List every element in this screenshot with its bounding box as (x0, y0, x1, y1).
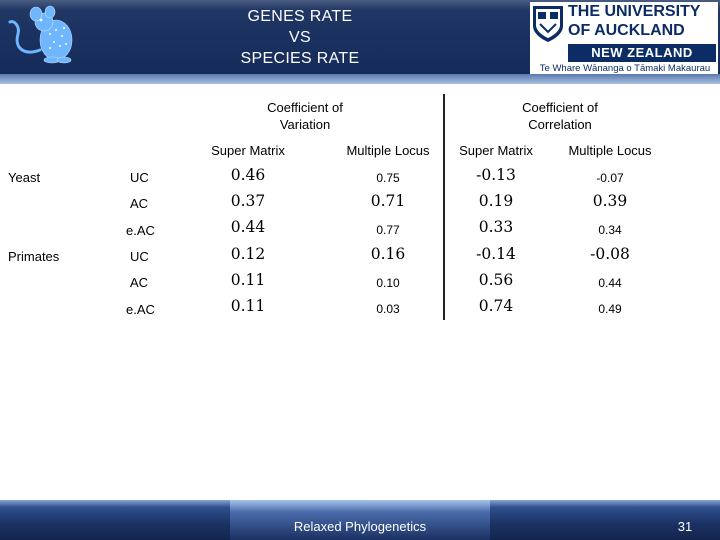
table-cell: 0.49 (598, 302, 622, 316)
table-cell: 0.37 (230, 192, 266, 210)
university-maori-name: Te Whare Wānanga o Tāmaki Makaurau (539, 63, 711, 74)
table-cell: -0.13 (476, 166, 516, 184)
university-country: NEW ZEALAND (568, 44, 716, 62)
table-cell: 0.44 (598, 276, 622, 290)
subheader-super-matrix-variation: Super Matrix (211, 143, 285, 158)
group-label-primates: Primates (8, 249, 60, 264)
subheader-super-matrix-correlation: Super Matrix (459, 143, 533, 158)
rat-logo-icon (8, 5, 73, 64)
table-cell: 0.34 (598, 223, 622, 237)
table-cell: 0.10 (376, 276, 400, 290)
table-cell: 0.39 (592, 192, 628, 210)
row-label: e.AC (126, 302, 155, 317)
table-cell: 0.16 (370, 245, 406, 263)
group-label-yeast: Yeast (8, 170, 41, 185)
table-cell: 0.56 (478, 271, 514, 289)
row-label: UC (130, 170, 149, 185)
row-label: AC (130, 196, 149, 211)
row-label: UC (130, 249, 149, 264)
table-cell: 0.19 (478, 192, 514, 210)
university-crest-icon (533, 6, 563, 42)
table-cell: 0.77 (376, 223, 400, 237)
table-divider (443, 94, 445, 320)
subheader-multiple-locus-correlation: Multiple Locus (568, 143, 652, 158)
university-name-line2: OF AUCKLAND (568, 22, 685, 39)
table-cell: 0.75 (376, 171, 400, 185)
table-cell: 0.33 (478, 218, 514, 236)
table-cell: 0.44 (230, 218, 266, 236)
header-highlight (0, 0, 720, 10)
table-cell: 0.71 (370, 192, 406, 210)
subheader-multiple-locus-variation: Multiple Locus (346, 143, 430, 158)
footer-title: Relaxed Phylogenetics (293, 519, 427, 534)
university-name-line1: THE UNIVERSITY (568, 3, 701, 20)
table-cell: 0.74 (478, 297, 514, 315)
header-bottom-band (0, 74, 720, 84)
variation-group-header: Coefficient of Variation (267, 100, 343, 132)
footer-bar: Relaxed Phylogenetics 31 (0, 500, 720, 540)
table-cell: 0.12 (230, 245, 266, 263)
table-cell: 0.11 (230, 297, 266, 315)
table-cell: 0.46 (230, 166, 266, 184)
table-cell: -0.14 (476, 245, 516, 263)
correlation-group-header: Coefficient of Correlation (522, 100, 598, 132)
header-banner: GENES RATE VS SPECIES RATE THE UNIVERSIT… (0, 0, 720, 84)
row-label: AC (130, 275, 149, 290)
slide-title: GENES RATE VS SPECIES RATE (240, 8, 360, 67)
table-cell: -0.08 (590, 245, 630, 263)
university-logo: THE UNIVERSITY OF AUCKLAND NEW ZEALAND T… (530, 2, 718, 74)
table-cell: 0.11 (230, 271, 266, 289)
table-cell: 0.03 (376, 302, 400, 316)
row-label: e.AC (126, 223, 155, 238)
page-number: 31 (677, 519, 693, 534)
table-cell: -0.07 (596, 171, 624, 185)
footer-highlight (230, 500, 490, 540)
